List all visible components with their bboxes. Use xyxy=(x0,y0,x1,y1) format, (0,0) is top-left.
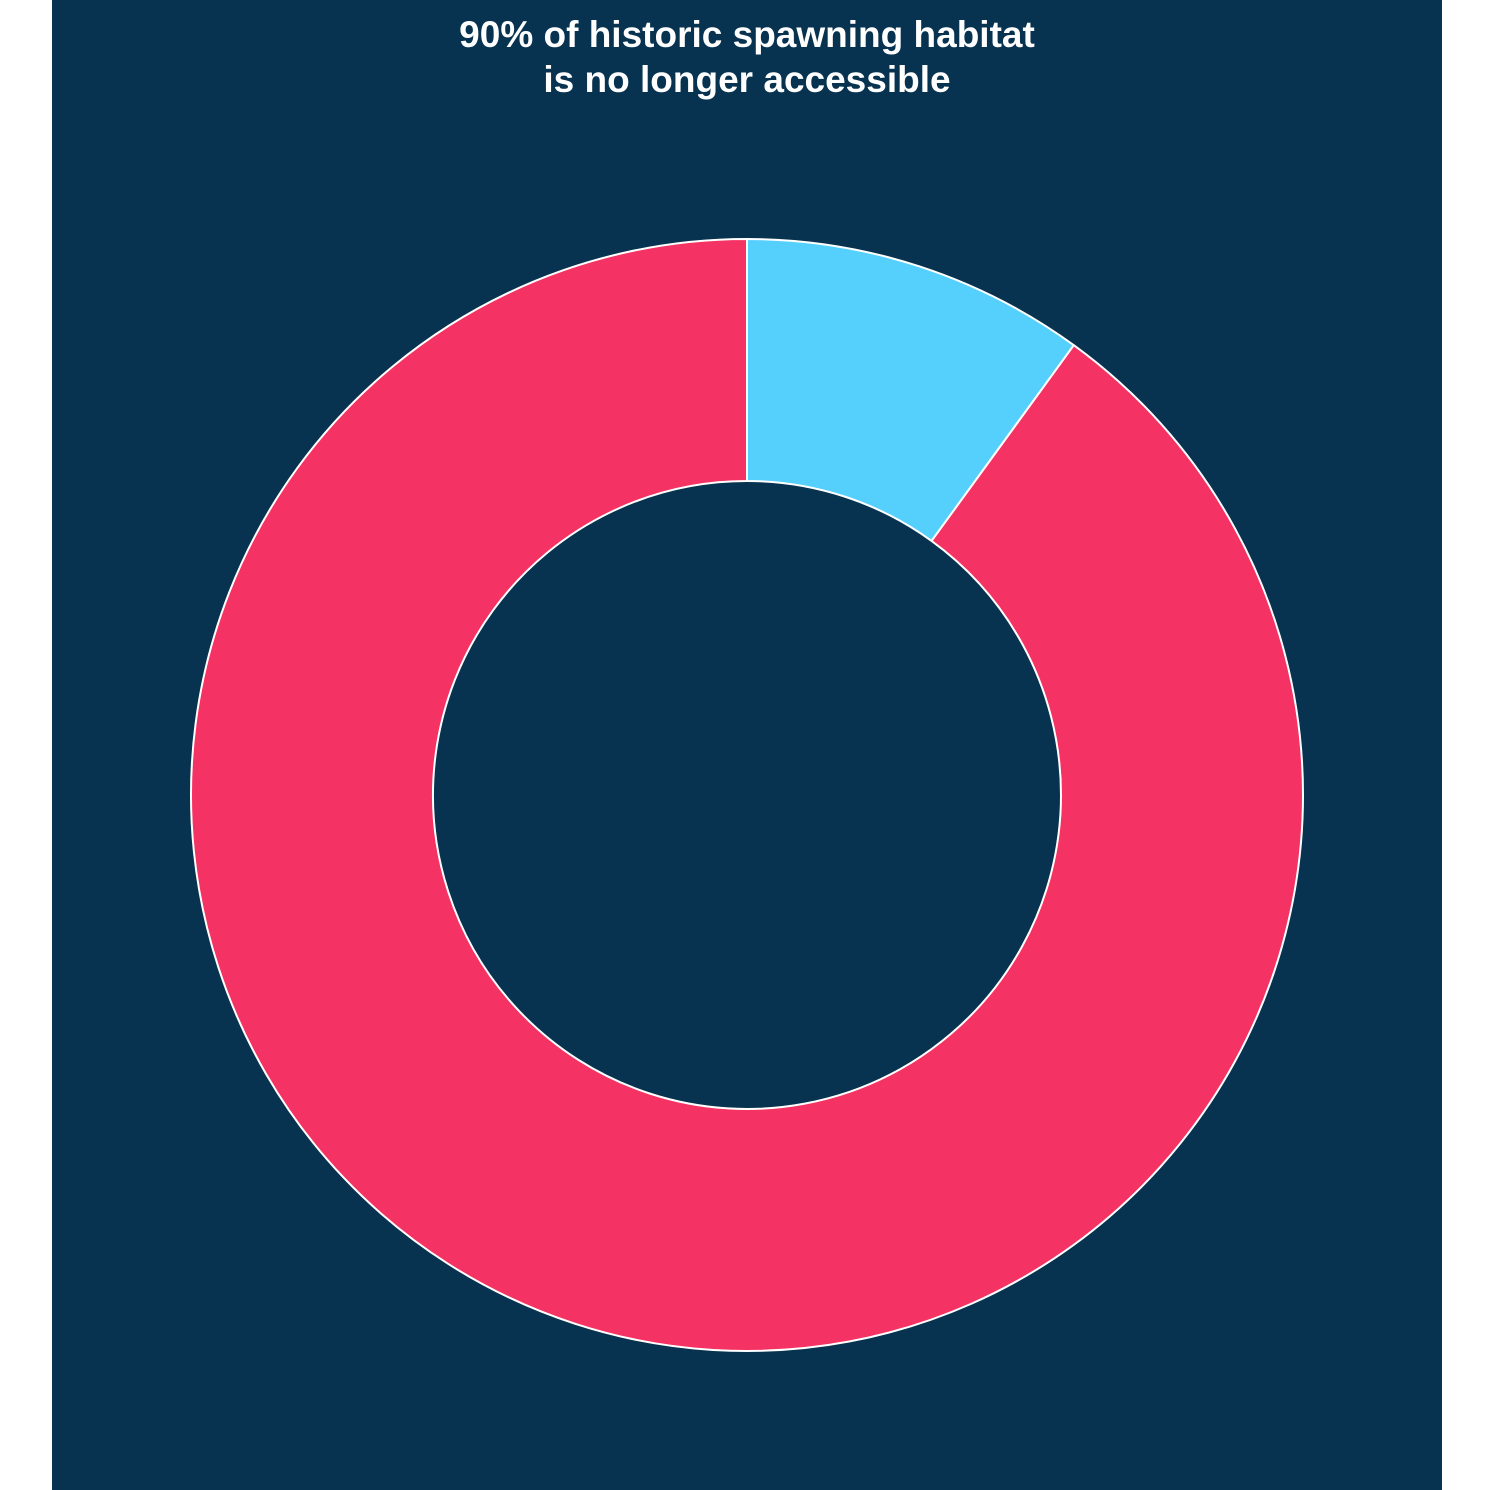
chart-title-line-2: is no longer accessible xyxy=(543,59,951,100)
donut-slices xyxy=(190,238,1304,1352)
donut-slice-1 xyxy=(190,238,1304,1352)
chart-title: 90% of historic spawning habitat is no l… xyxy=(52,12,1442,102)
chart-title-line-1: 90% of historic spawning habitat xyxy=(459,14,1035,55)
